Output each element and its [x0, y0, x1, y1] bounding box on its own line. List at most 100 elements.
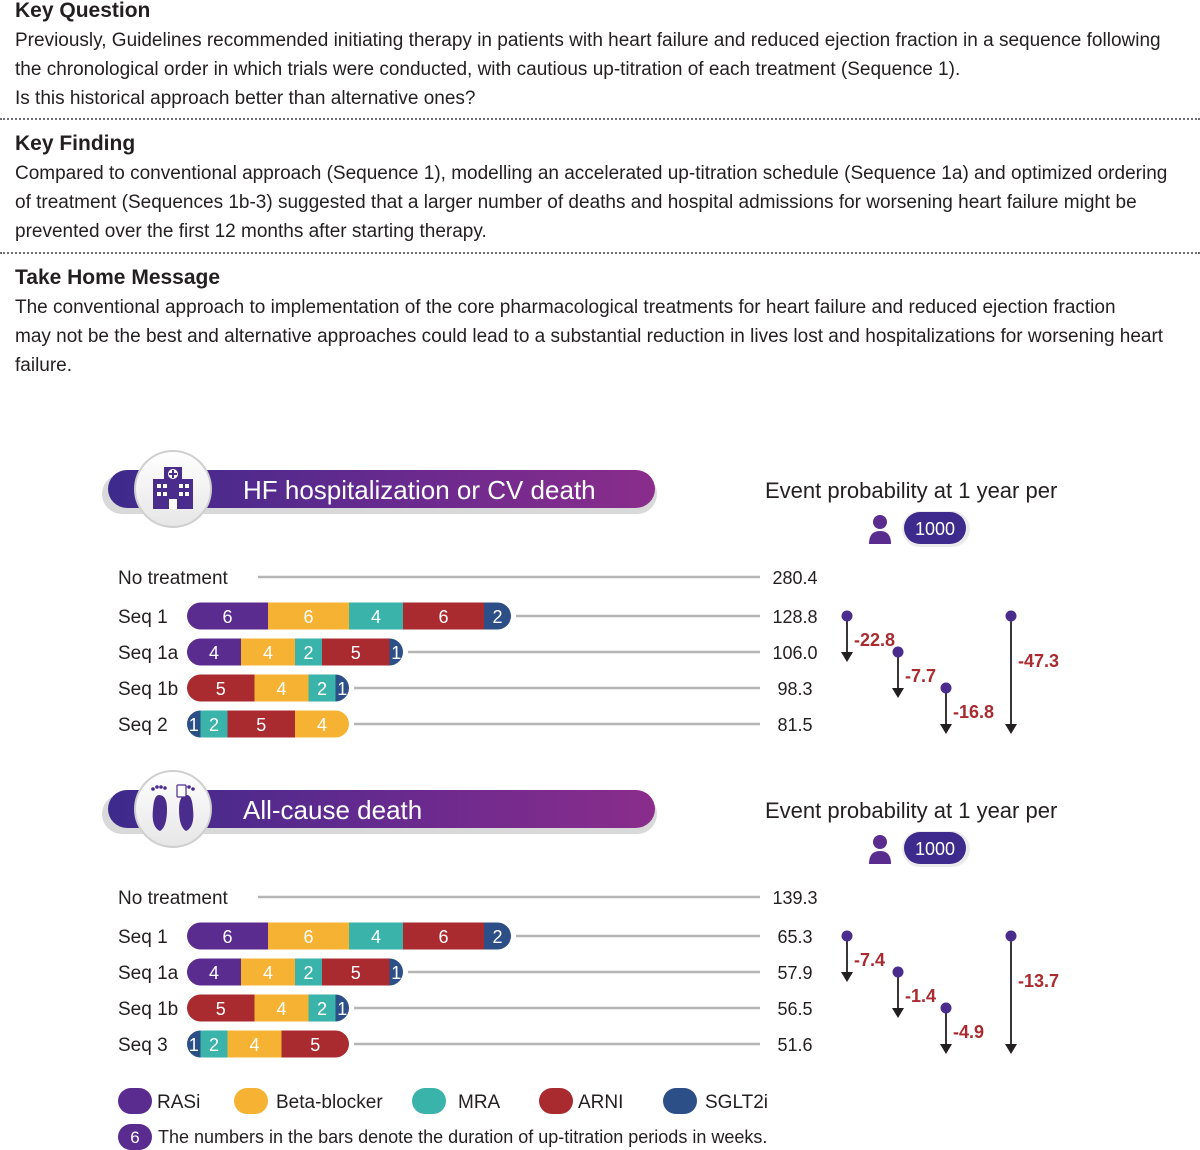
bar-segment-sglt2i	[484, 602, 511, 630]
difference-arrowhead	[892, 688, 904, 698]
bar-segment-rasi	[187, 922, 268, 950]
banner-icon-circle	[134, 770, 212, 848]
bar-segment-label: 6	[222, 927, 232, 947]
row-label: Seq 1a	[118, 963, 179, 984]
bar-segment-label: 4	[263, 643, 273, 663]
difference-value: -13.7	[1018, 971, 1059, 991]
bar-segment-arni	[187, 674, 255, 702]
take-home-line: may not be the best and alternative appr…	[15, 326, 1164, 347]
bar-segment-label: 2	[209, 1035, 219, 1055]
difference-start-dot	[1005, 930, 1017, 942]
toe	[163, 786, 167, 790]
row-value: 57.9	[777, 963, 812, 983]
bar-segment-mra	[200, 1030, 228, 1058]
bar-segment-label: 4	[371, 927, 381, 947]
legend-swatch-arni	[539, 1088, 573, 1114]
bar-segment-mra	[349, 922, 403, 950]
person-body	[869, 531, 891, 544]
legend-note-badge-label: 6	[130, 1128, 139, 1147]
bar-segment-label: 1	[189, 1035, 199, 1055]
bar-segment-mra	[349, 602, 403, 630]
key-finding-line: Compared to conventional approach (Seque…	[15, 163, 1168, 184]
toe	[155, 785, 159, 789]
difference-start-dot	[892, 646, 904, 658]
bar-segment-label: 4	[249, 1035, 259, 1055]
row-value: 56.5	[777, 999, 812, 1019]
bar-segment-label: 5	[351, 643, 361, 663]
bar-segment-label: 2	[492, 927, 502, 947]
bar-segment-label: 6	[438, 927, 448, 947]
take-home-line: The conventional approach to implementat…	[15, 297, 1116, 318]
section-divider	[0, 252, 1200, 254]
take-home-body: The conventional approach to implementat…	[15, 293, 1185, 380]
row-label: No treatment	[118, 568, 229, 589]
chart-panel-2: All-cause death Event probability at 1 ye…	[102, 770, 1059, 1058]
difference-arrowhead	[1005, 1044, 1017, 1054]
bar-segment-label: 1	[189, 715, 199, 735]
take-home-line: failure.	[15, 355, 73, 376]
bar-segment-rasi	[187, 958, 241, 986]
difference-arrowhead	[940, 1044, 952, 1054]
footprints-icon	[151, 784, 195, 831]
toe-tag	[176, 784, 187, 798]
difference-start-dot	[841, 610, 853, 622]
chart-title: All-cause death	[243, 795, 422, 825]
banner-background	[108, 470, 655, 508]
difference-start-dot	[1005, 610, 1017, 622]
row-label: Seq 1b	[118, 999, 178, 1020]
bar-segment-beta-blocker	[268, 602, 349, 630]
bar-segment-label: 2	[303, 643, 313, 663]
difference-value: -7.7	[905, 666, 936, 686]
difference-start-dot	[940, 682, 952, 694]
row-value: 98.3	[777, 679, 812, 699]
bar-segment-label: 2	[303, 963, 313, 983]
bar-segment-arni	[227, 710, 295, 738]
sequence-bar	[187, 994, 349, 1022]
row-label: Seq 1a	[118, 643, 179, 664]
bar-segment-label: 5	[216, 679, 226, 699]
difference-value: -22.8	[854, 630, 895, 650]
legend-label: Beta-blocker	[276, 1092, 383, 1113]
person-icon	[869, 835, 891, 864]
bar-segment-label: 6	[438, 607, 448, 627]
toe	[191, 787, 195, 791]
bar-segment-label: 2	[492, 607, 502, 627]
legend-swatch-rasi	[118, 1088, 152, 1114]
row-value: 81.5	[777, 715, 812, 735]
row-label: Seq 1	[118, 927, 168, 948]
bar-segment-label: 6	[222, 607, 232, 627]
bar-segment-label: 4	[317, 715, 327, 735]
difference-arrowhead	[940, 724, 952, 734]
legend-label: MRA	[458, 1092, 501, 1113]
key-finding-section: Key Finding Compared to conventional app…	[15, 133, 1185, 246]
bar-segment-beta-blocker	[254, 994, 309, 1022]
toe	[187, 785, 191, 789]
person-head	[873, 835, 887, 849]
value-header: Event probability at 1 year per	[765, 798, 1057, 823]
sequence-bar	[187, 922, 511, 950]
person-body	[869, 851, 891, 864]
take-home-heading: Take Home Message	[15, 266, 221, 289]
bar-segment-sglt2i	[389, 638, 403, 666]
chart-title: HF hospitalization or CV death	[243, 475, 596, 505]
bar-segment-label: 2	[317, 679, 327, 699]
row-value: 280.4	[772, 568, 817, 588]
chart-panel-1: HF hospitalization or CV death Event prob…	[102, 450, 1059, 738]
key-question-heading: Key Question	[15, 0, 151, 22]
hospital-window	[157, 492, 161, 496]
bar-segment-beta-blocker	[268, 922, 349, 950]
hospital-window	[163, 492, 167, 496]
bar-segment-mra	[295, 958, 322, 986]
bar-segment-label: 1	[337, 999, 347, 1019]
bar-segment-label: 6	[303, 927, 313, 947]
difference-arrowhead	[892, 1008, 904, 1018]
toe	[151, 787, 155, 791]
person-head	[873, 515, 887, 529]
key-finding-line: prevented over the first 12 months after…	[15, 221, 487, 242]
per-badge	[904, 832, 966, 864]
bar-segment-label: 4	[371, 607, 381, 627]
bar-segment-label: 5	[310, 1035, 320, 1055]
bar-segment-label: 1	[391, 963, 401, 983]
left-foot	[152, 795, 167, 831]
bar-segment-sglt2i	[484, 922, 511, 950]
